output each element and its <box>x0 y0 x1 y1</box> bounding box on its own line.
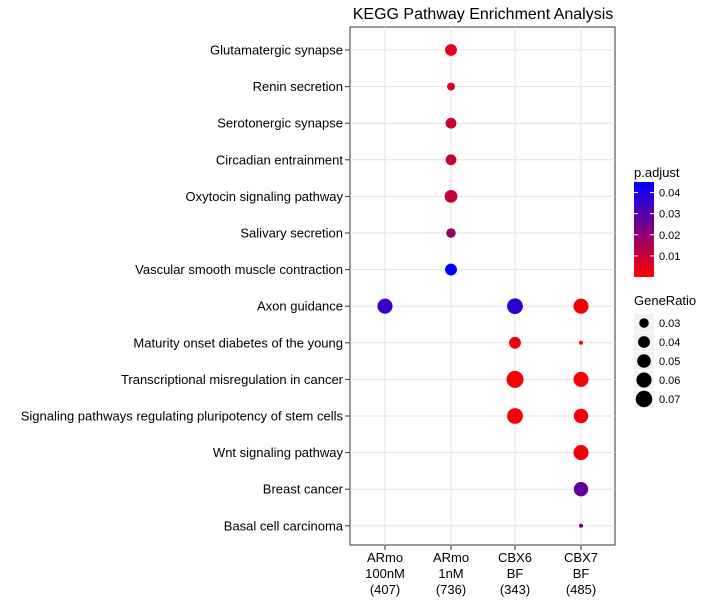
size-legend-label: 0.05 <box>659 356 680 368</box>
data-point <box>506 370 524 388</box>
y-tick-label: Axon guidance <box>257 299 343 314</box>
data-point <box>573 371 589 387</box>
x-tick-label: 100nM <box>365 566 405 581</box>
y-tick-label: Maturity onset diabetes of the young <box>133 335 343 350</box>
data-point <box>445 44 457 56</box>
size-legend-dot <box>636 372 652 388</box>
color-legend-label: 0.04 <box>659 188 680 200</box>
data-point <box>573 298 589 314</box>
chart-title: KEGG Pathway Enrichment Analysis <box>353 6 614 23</box>
x-tick-label: BF <box>573 566 590 581</box>
data-point <box>573 482 589 497</box>
y-axis: Glutamatergic synapse Renin secretion Sero… <box>21 43 350 533</box>
x-tick-label: ARmo <box>367 550 403 565</box>
size-legend-label: 0.04 <box>659 337 680 349</box>
size-legend-label: 0.07 <box>659 394 680 406</box>
data-point <box>507 298 523 315</box>
data-point <box>446 228 456 238</box>
color-legend: p.adjust 0.04 0.03 0.02 0.01 <box>634 165 680 277</box>
size-legend-dot <box>639 318 649 328</box>
y-tick-label: Basal cell carcinoma <box>224 518 344 533</box>
y-tick-label: Renin secretion <box>253 79 343 94</box>
y-tick-label: Oxytocin signaling pathway <box>185 189 343 204</box>
color-legend-label: 0.03 <box>659 209 680 221</box>
data-point <box>445 154 457 166</box>
size-legend-dot <box>635 390 653 408</box>
x-tick-label: ARmo <box>433 550 469 565</box>
data-point <box>579 523 583 528</box>
y-tick-label: Transcriptional misregulation in cancer <box>121 372 344 387</box>
size-legend-label: 0.06 <box>659 375 680 387</box>
color-legend-label: 0.01 <box>659 251 680 263</box>
color-legend-bar <box>634 182 654 277</box>
data-point <box>507 408 523 424</box>
data-point <box>579 340 583 345</box>
data-point <box>444 190 458 203</box>
x-tick-label: CBX6 <box>498 550 532 565</box>
data-point <box>509 336 521 349</box>
size-legend: GeneRatio 0.03 0.04 0.05 0.06 0.07 <box>634 293 696 408</box>
x-tick-label: (736) <box>436 582 466 597</box>
x-tick-label: BF <box>507 566 524 581</box>
x-tick-label: (485) <box>566 582 596 597</box>
y-tick-label: Wnt signaling pathway <box>213 445 344 460</box>
y-tick-label: Glutamatergic synapse <box>210 43 343 58</box>
data-point <box>447 82 455 91</box>
y-tick-label: Salivary secretion <box>240 226 343 241</box>
size-legend-dot <box>638 336 650 348</box>
color-legend-title: p.adjust <box>634 165 680 180</box>
x-tick-label: CBX7 <box>564 550 598 565</box>
x-tick-label: (343) <box>500 582 530 597</box>
data-point <box>445 263 457 276</box>
data-points <box>377 44 589 528</box>
color-legend-label: 0.02 <box>659 230 680 242</box>
y-tick-label: Circadian entrainment <box>216 152 344 167</box>
x-tick-label: (407) <box>370 582 400 597</box>
y-tick-label: Signaling pathways regulating pluripoten… <box>21 409 344 424</box>
data-point <box>573 408 589 424</box>
data-point <box>445 117 457 129</box>
y-tick-label: Serotonergic synapse <box>217 116 343 131</box>
data-point <box>377 298 393 314</box>
x-axis: ARmo100nM(407)ARmo1nM(736)CBX6BF(343)CBX… <box>365 545 598 597</box>
size-legend-dot <box>637 354 651 368</box>
data-point <box>573 445 589 461</box>
y-tick-label: Breast cancer <box>263 482 344 497</box>
x-tick-label: 1nM <box>438 566 463 581</box>
size-legend-label: 0.03 <box>659 318 680 330</box>
plot-panel <box>349 26 616 546</box>
grid-lines <box>350 27 615 545</box>
size-legend-title: GeneRatio <box>634 293 696 308</box>
y-tick-label: Vascular smooth muscle contraction <box>135 262 343 277</box>
